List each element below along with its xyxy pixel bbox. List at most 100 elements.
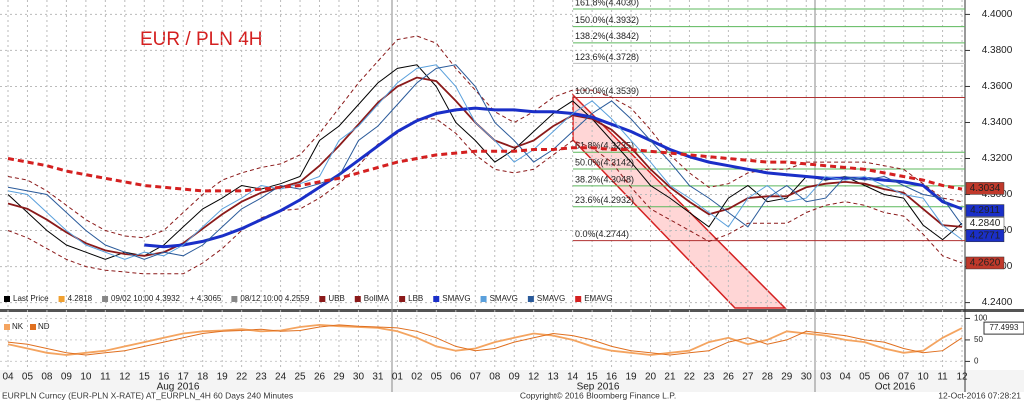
legend-label: SMAVG [490, 294, 518, 303]
legend-swatch [319, 296, 326, 302]
x-tick-label: 22 [684, 372, 696, 383]
y-tick-label: 4.3200 [982, 153, 1013, 164]
x-tick-label: 11 [937, 372, 948, 383]
x-tick-label: 07 [898, 372, 910, 383]
x-tick-label: 19 [217, 372, 229, 383]
x-tick-label: 06 [879, 372, 891, 383]
series-line [7, 146, 963, 193]
price-tag [965, 204, 1005, 217]
y-tick-label: 4.4000 [982, 9, 1013, 20]
x-tick-label: 12 [956, 372, 968, 383]
x-tick-label: 05 [431, 372, 443, 383]
x-tick-label: 14 [567, 372, 579, 383]
osc-value-tag [983, 321, 1024, 335]
y-tick-label: 4.3400 [982, 117, 1013, 128]
x-tick-label: 26 [314, 372, 326, 383]
footer-center: Copyright© 2016 Bloomberg Finance L.P. [520, 390, 676, 400]
series-line [7, 324, 963, 356]
legend-label: LBB [408, 294, 423, 303]
legend-label: Last Price [13, 294, 49, 303]
fib-label: 0.0%(4.2744) [575, 229, 629, 239]
price-tag-label: 4.2911 [970, 205, 1000, 216]
x-tick-label: 02 [411, 372, 423, 383]
panel-divider [0, 309, 1024, 312]
date-axis-band [0, 370, 1024, 392]
price-tag [965, 256, 1005, 270]
fib-label: 50.0%(4.3142) [575, 157, 634, 167]
x-tick-label: 17 [178, 372, 190, 383]
legend-label: 4.2818 [68, 294, 93, 303]
x-tick-label: 03 [820, 372, 832, 383]
legend-swatch [399, 296, 406, 302]
footer-left: EURPLN Curncy (EUR-PLN X-RATE) AT_EURPLN… [2, 390, 293, 400]
x-tick-label: 12 [528, 372, 540, 383]
x-tick-label: 26 [723, 372, 735, 383]
x-tick-label: 13 [548, 372, 560, 383]
legend-swatch [231, 296, 238, 302]
x-tick-label: 21 [664, 372, 676, 383]
fib-label: 150.0%(4.3932) [575, 15, 639, 25]
month-label: Aug 2016 [157, 382, 200, 393]
x-tick-label: 15 [139, 372, 151, 383]
fib-label: 100.0%(4.3539) [575, 86, 639, 96]
legend-label: SMAVG [442, 294, 470, 303]
legend-swatch [527, 296, 534, 302]
fib-label: 161.8%(4.4030) [575, 0, 639, 7]
fib-label: 138.2%(4.3842) [575, 31, 639, 41]
x-tick-label: 25 [294, 372, 306, 383]
x-tick-label: 08 [41, 372, 53, 383]
x-tick-label: 05 [22, 372, 34, 383]
x-tick-label: 20 [645, 372, 657, 383]
x-tick-label: 23 [703, 372, 715, 383]
series-line [7, 118, 963, 275]
fib-label: 38.2%(4.3048) [575, 174, 634, 184]
osc-legend-label: ND [38, 322, 50, 331]
legend-label: SMAVG [537, 294, 565, 303]
x-tick-label: 30 [801, 372, 813, 383]
x-tick-label: 19 [625, 372, 637, 383]
price-tag-label: 4.2620 [970, 258, 1001, 269]
legend-swatch [58, 296, 65, 302]
month-label: Sep 2016 [577, 382, 620, 393]
y-tick-label: 4.3800 [982, 45, 1013, 56]
x-tick-label: 28 [762, 372, 774, 383]
y-tick-label: 4.2400 [982, 297, 1013, 308]
osc-legend-swatch [4, 324, 10, 330]
x-tick-label: 10 [80, 372, 92, 383]
legend-label: 08/12 10:00 4.2559 [240, 294, 310, 303]
osc-y-tick-label: 0 [974, 357, 979, 366]
x-tick-label: 29 [781, 372, 793, 383]
x-tick-label: 24 [275, 372, 287, 383]
legend-swatch [4, 296, 10, 302]
price-tag-label: 4.2840 [970, 218, 1001, 229]
y-tick-label: 4.3600 [982, 81, 1013, 92]
fib-label: 61.8%(4.3235) [575, 141, 634, 151]
legend-label: UBB [328, 294, 344, 303]
x-tick-label: 23 [256, 372, 268, 383]
osc-legend-swatch [30, 324, 36, 330]
x-tick-label: 09 [509, 372, 521, 383]
x-tick-label: 10 [918, 372, 930, 383]
osc-y-tick-label: 50 [974, 335, 983, 344]
fib-label: 23.6%(4.2932) [575, 195, 634, 205]
month-label: Oct 2016 [875, 382, 916, 393]
legend-swatch [433, 296, 440, 302]
x-tick-label: 31 [372, 372, 384, 383]
x-tick-label: 15 [587, 372, 599, 383]
price-tag [965, 229, 1005, 243]
price-tag [965, 217, 1005, 230]
x-tick-label: 07 [470, 372, 482, 383]
legend-swatch [354, 296, 361, 302]
x-tick-label: 05 [859, 372, 871, 383]
legend-swatch [575, 296, 582, 302]
price-tag-label: 4.2771 [970, 230, 1001, 241]
x-tick-label: 11 [100, 372, 111, 383]
x-tick-label: 22 [236, 372, 248, 383]
osc-y-tick-label: 100 [974, 314, 988, 323]
x-tick-label: 27 [742, 372, 754, 383]
legend-label: + 4.3065 [190, 294, 222, 303]
x-tick-label: 08 [489, 372, 501, 383]
fib-label: 123.6%(4.3728) [575, 52, 639, 62]
